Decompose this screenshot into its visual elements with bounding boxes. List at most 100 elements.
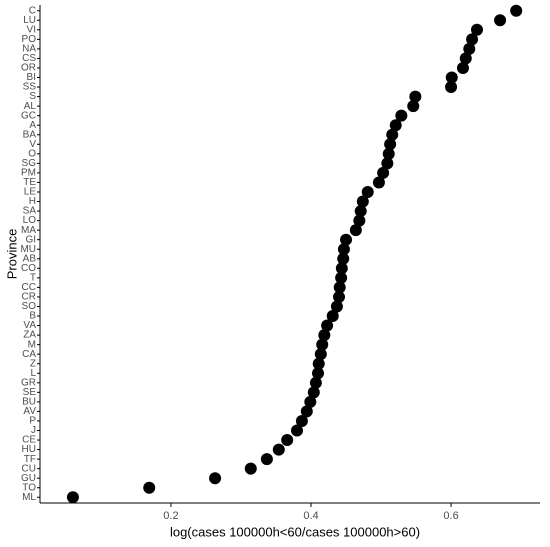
- y-tick-label: ZA: [23, 330, 36, 341]
- point: [445, 81, 458, 94]
- point: [295, 414, 308, 427]
- y-tick-label: TE: [23, 177, 36, 188]
- y-tick-label: M: [28, 339, 36, 350]
- point: [470, 23, 483, 36]
- y-tick-label: AB: [23, 253, 37, 264]
- y-tick-label: V: [29, 139, 36, 150]
- y-tick-label: SO: [22, 301, 37, 312]
- point: [337, 243, 350, 256]
- y-tick-label: AV: [23, 406, 36, 417]
- y-tick-label: S: [29, 91, 36, 102]
- point: [333, 290, 346, 303]
- point: [354, 205, 367, 218]
- y-tick-label: HU: [22, 444, 36, 455]
- point: [281, 434, 294, 447]
- point: [456, 61, 469, 74]
- y-tick-label: GC: [21, 110, 36, 121]
- point: [304, 395, 317, 408]
- point: [335, 271, 348, 284]
- point: [353, 214, 366, 227]
- point: [318, 329, 331, 342]
- point: [389, 119, 402, 132]
- x-tick-label: 0.6: [443, 510, 458, 522]
- point: [66, 491, 79, 504]
- point: [291, 424, 304, 437]
- point: [335, 262, 348, 275]
- point: [309, 376, 322, 389]
- y-axis-title: Province: [4, 229, 19, 280]
- point: [372, 176, 385, 189]
- y-tick-label: CE: [22, 435, 36, 446]
- point: [445, 71, 458, 84]
- point: [260, 453, 273, 466]
- point: [272, 443, 285, 456]
- y-tick-label: NA: [22, 44, 36, 55]
- y-tick-label: CS: [22, 53, 36, 64]
- y-tick-label: SS: [23, 82, 37, 93]
- point: [356, 195, 369, 208]
- point: [349, 224, 362, 237]
- y-tick-label: MA: [21, 225, 36, 236]
- point: [395, 109, 408, 122]
- point: [382, 147, 395, 160]
- y-tick-label: OR: [21, 63, 36, 74]
- y-tick-label: SG: [22, 158, 37, 169]
- y-tick-label: LE: [24, 187, 37, 198]
- y-tick-label: J: [31, 425, 36, 436]
- point: [307, 386, 320, 399]
- y-tick-label: GU: [21, 473, 36, 484]
- point: [312, 367, 325, 380]
- y-tick-label: CA: [22, 349, 36, 360]
- y-tick-label: P: [29, 416, 36, 427]
- y-tick-label: CO: [21, 263, 36, 274]
- point: [316, 338, 329, 351]
- y-tick-label: H: [29, 196, 36, 207]
- point: [386, 128, 399, 141]
- point: [312, 357, 325, 370]
- y-tick-label: CR: [22, 292, 36, 303]
- point: [361, 185, 374, 198]
- point: [459, 52, 472, 65]
- y-tick-label: TF: [24, 454, 36, 465]
- y-tick-label: BA: [23, 129, 37, 140]
- y-tick-label: O: [28, 148, 36, 159]
- y-tick-label: ML: [22, 492, 36, 503]
- point: [463, 42, 476, 55]
- point: [330, 300, 343, 313]
- point: [321, 319, 334, 332]
- point: [143, 481, 156, 494]
- point: [314, 348, 327, 361]
- y-tick-label: T: [30, 272, 36, 283]
- y-tick-label: CC: [22, 282, 36, 293]
- point: [466, 33, 479, 46]
- y-tick-label: PM: [21, 168, 36, 179]
- y-tick-label: PO: [22, 34, 37, 45]
- y-tick-label: MU: [20, 244, 36, 255]
- y-tick-label: C: [29, 5, 36, 16]
- point: [333, 281, 346, 294]
- y-tick-label: CU: [22, 463, 36, 474]
- point: [340, 233, 353, 246]
- y-tick-label: A: [29, 120, 36, 131]
- point: [384, 138, 397, 151]
- y-tick-label: Z: [30, 358, 36, 369]
- point: [326, 310, 339, 323]
- x-tick-label: 0.2: [163, 510, 178, 522]
- y-tick-label: L: [30, 368, 36, 379]
- point: [377, 166, 390, 179]
- point: [244, 462, 257, 475]
- y-tick-label: LU: [23, 15, 36, 26]
- point: [381, 157, 394, 170]
- y-tick-label: GR: [21, 377, 36, 388]
- point: [409, 90, 422, 103]
- y-tick-label: B: [29, 311, 36, 322]
- y-tick-label: BU: [22, 397, 36, 408]
- y-tick-label: SA: [23, 206, 37, 217]
- point: [510, 4, 523, 17]
- point: [337, 252, 350, 265]
- x-tick-label: 0.4: [303, 510, 318, 522]
- point: [300, 405, 313, 418]
- y-tick-label: BI: [27, 72, 36, 83]
- point: [209, 472, 222, 485]
- point: [494, 14, 507, 27]
